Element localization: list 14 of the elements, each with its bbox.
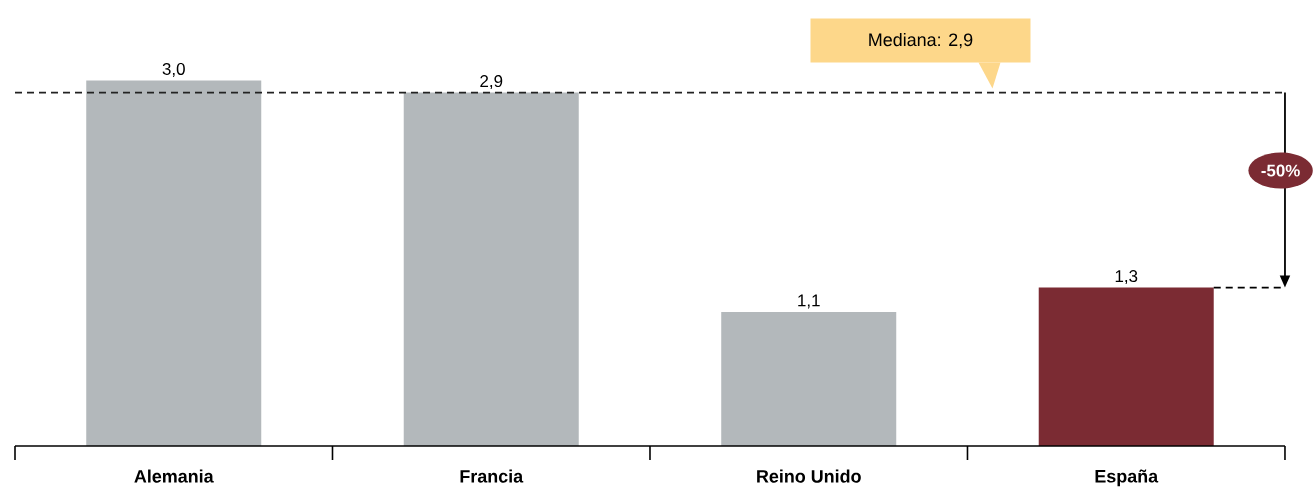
bar <box>86 80 262 446</box>
bar <box>721 311 897 446</box>
x-tick-label: España <box>1095 469 1159 487</box>
x-tick-label: Francia <box>460 469 524 483</box>
bar <box>1038 287 1214 446</box>
x-tick-label: Reino Unido <box>757 469 861 483</box>
data-label: 1,1 <box>798 294 820 309</box>
bar <box>403 92 579 446</box>
data-label: 1,3 <box>1115 270 1138 285</box>
data-label: 2,9 <box>480 75 503 90</box>
data-label: 3,0 <box>162 62 185 77</box>
annotation: -50% <box>1261 164 1300 177</box>
x-tick-label: Alemania <box>134 469 214 483</box>
ref-line-label: Mediana: 2,9 <box>869 32 973 49</box>
